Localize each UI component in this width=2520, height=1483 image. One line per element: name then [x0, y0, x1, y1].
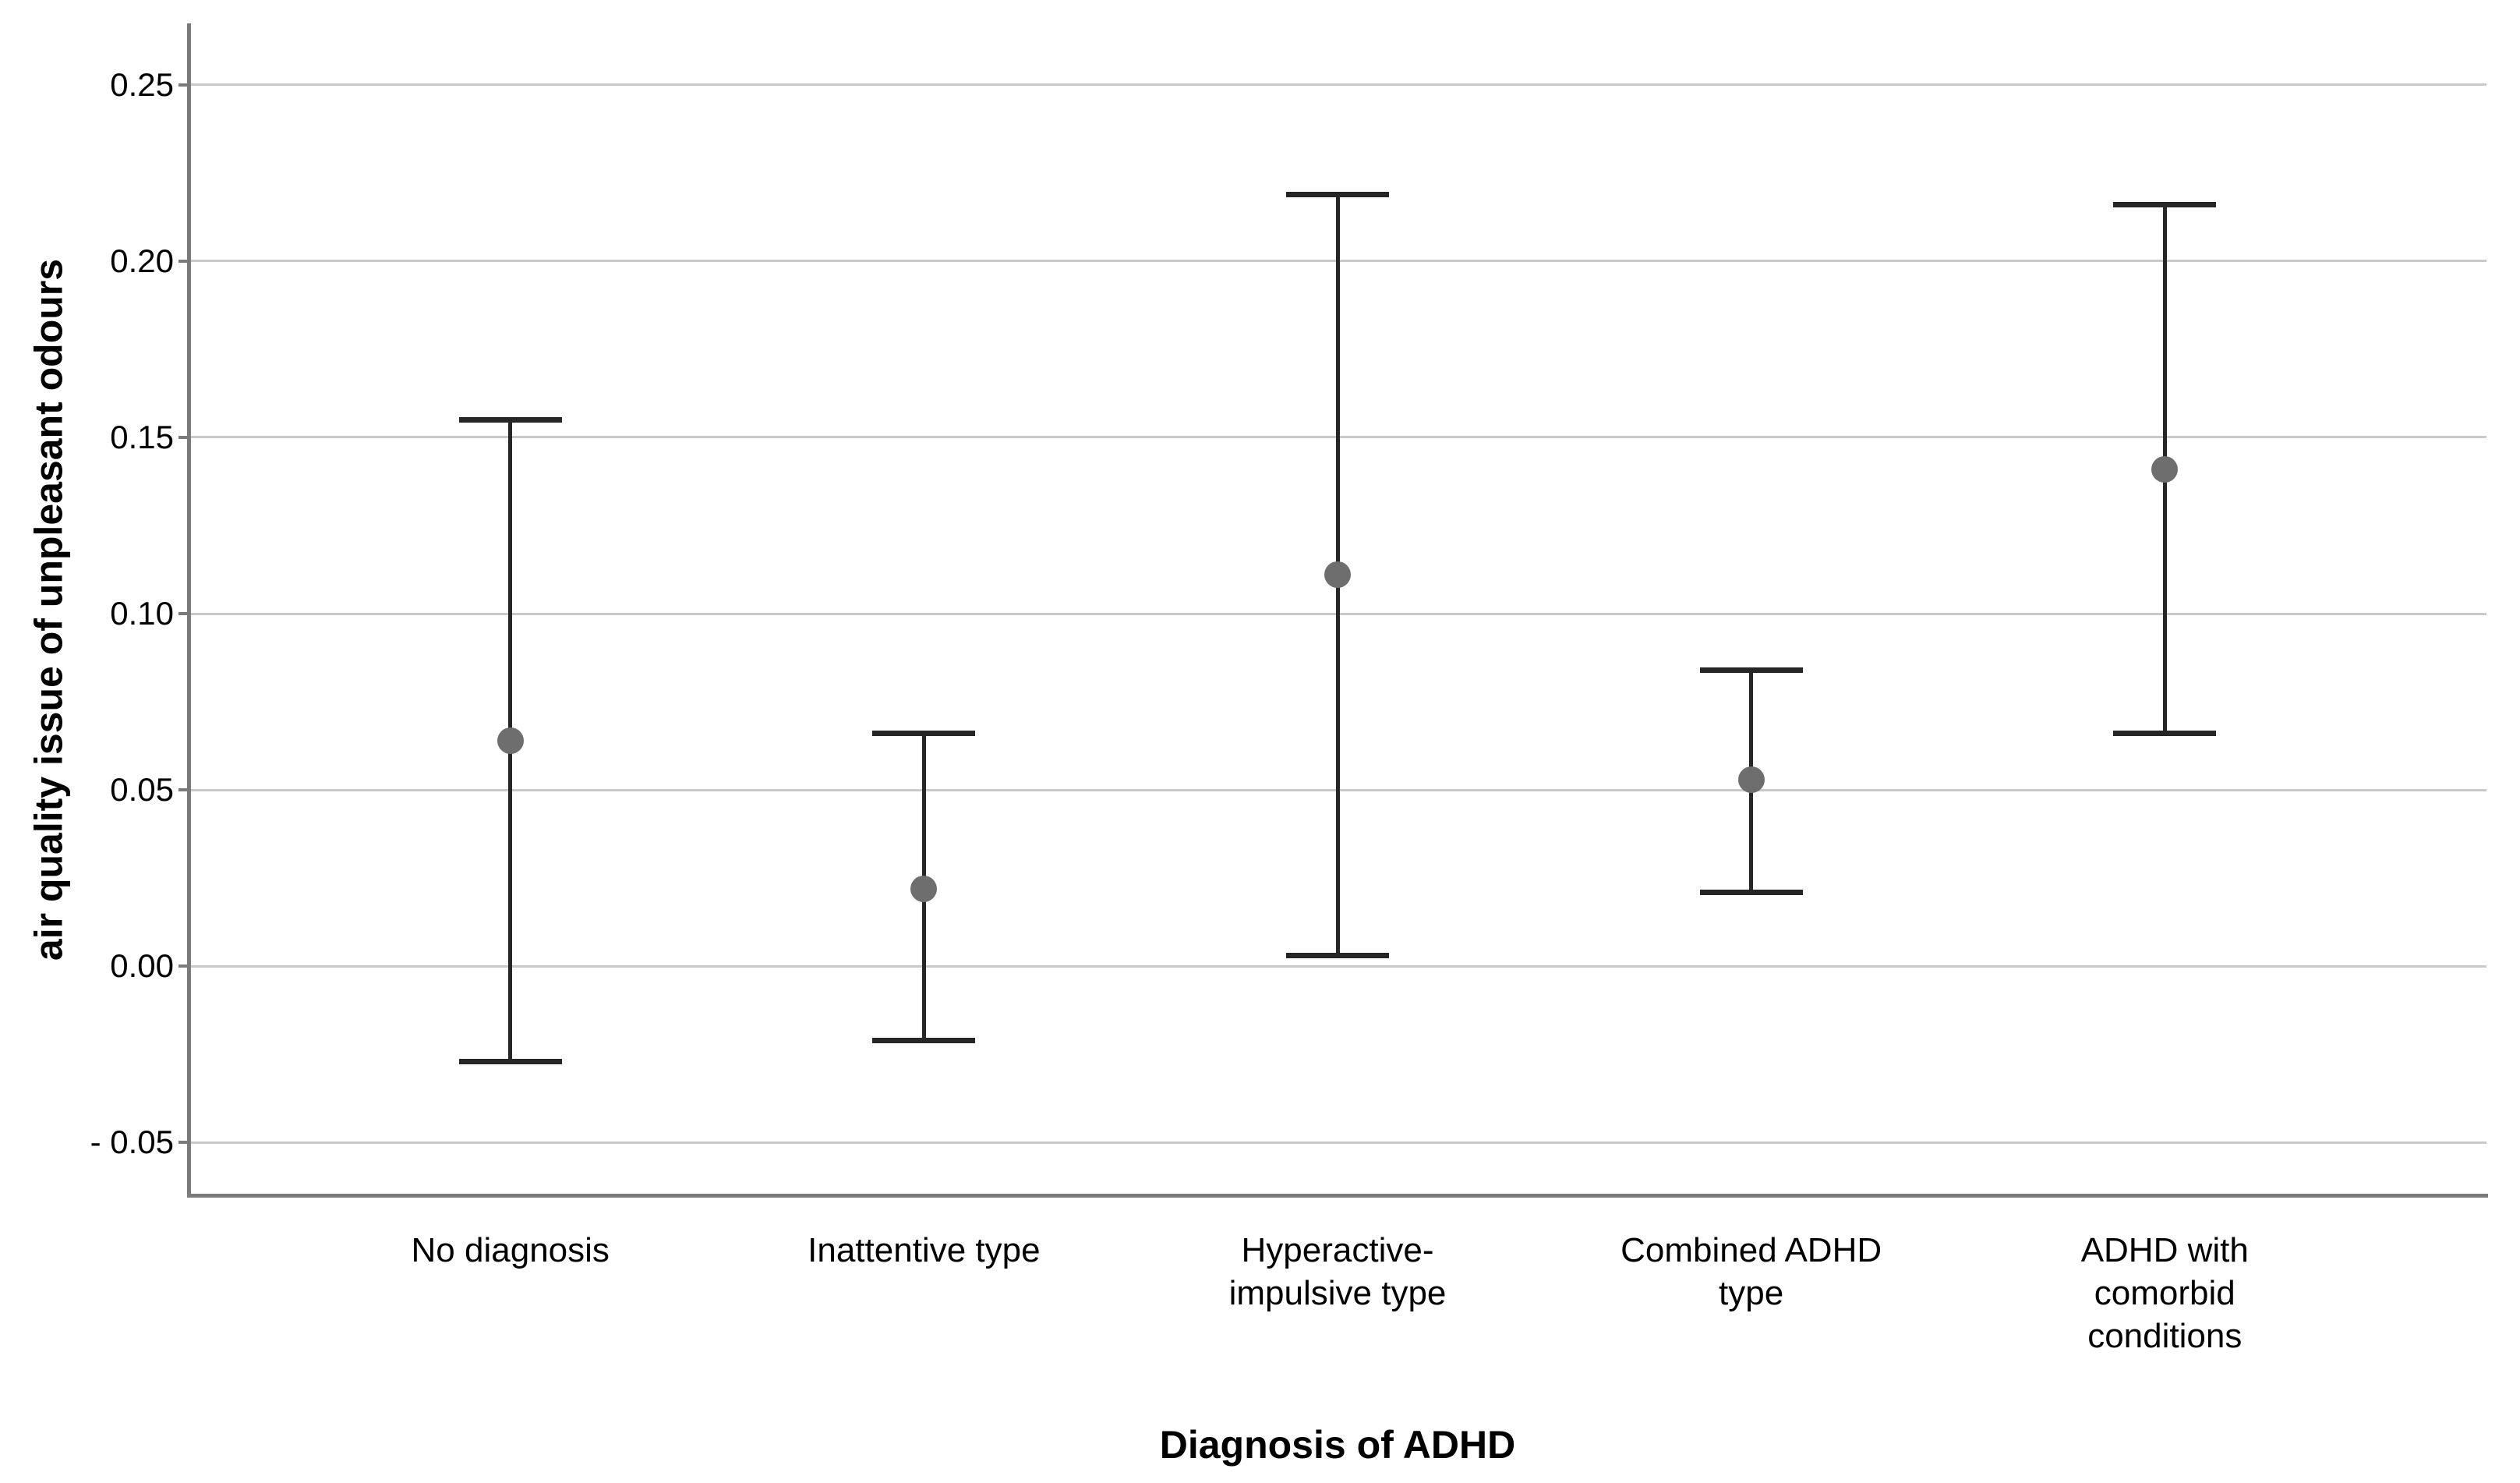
x-axis-line — [187, 1194, 2488, 1198]
gridline — [189, 964, 2486, 968]
y-axis-tick — [178, 83, 189, 87]
mean-marker — [910, 875, 938, 902]
y-tick-label: 0.15 — [110, 418, 174, 455]
error-bar-cap-top — [1286, 191, 1389, 197]
y-tick-label: - 0.05 — [90, 1124, 174, 1161]
error-bar-cap-top — [458, 416, 562, 423]
error-bar-cap-top — [872, 731, 976, 737]
mean-marker — [2151, 455, 2179, 483]
error-bar-cap-top — [2113, 202, 2217, 208]
y-axis-tick — [178, 964, 189, 968]
y-tick-label: 0.05 — [110, 771, 174, 809]
error-bar-cap-bottom — [2113, 731, 2217, 737]
y-axis-tick — [178, 612, 189, 616]
y-axis-tick — [178, 435, 189, 439]
error-bar-cap-top — [1699, 667, 1803, 673]
y-axis-tick — [178, 788, 189, 792]
category-label: Combined ADHD type — [1621, 1231, 1882, 1312]
mean-marker — [1324, 561, 1351, 589]
category-label: Hyperactive- impulsive type — [1228, 1231, 1447, 1312]
error-bar-cap-bottom — [1699, 889, 1803, 895]
error-bar-cap-bottom — [872, 1037, 976, 1043]
gridline — [189, 1141, 2486, 1144]
y-tick-label: 0.00 — [110, 947, 174, 985]
y-tick-label: 0.25 — [110, 65, 174, 103]
category-label: No diagnosis — [411, 1231, 610, 1269]
error-bar-cap-bottom — [458, 1058, 562, 1064]
y-axis-line — [187, 23, 191, 1198]
y-axis-title: air quality issue of unpleasant odours — [27, 258, 71, 961]
y-tick-label: 0.10 — [110, 595, 174, 632]
y-axis-tick — [178, 259, 189, 263]
category-label: ADHD with comorbid conditions — [2080, 1231, 2249, 1355]
mean-marker — [1737, 766, 1765, 793]
gridline — [189, 83, 2486, 87]
y-axis-tick — [178, 1141, 189, 1145]
mean-marker — [497, 727, 524, 754]
category-label: Inattentive type — [808, 1231, 1041, 1269]
x-axis-title: Diagnosis of ADHD — [1159, 1423, 1516, 1467]
y-tick-label: 0.20 — [110, 242, 174, 279]
error-bar-cap-bottom — [1286, 953, 1389, 959]
